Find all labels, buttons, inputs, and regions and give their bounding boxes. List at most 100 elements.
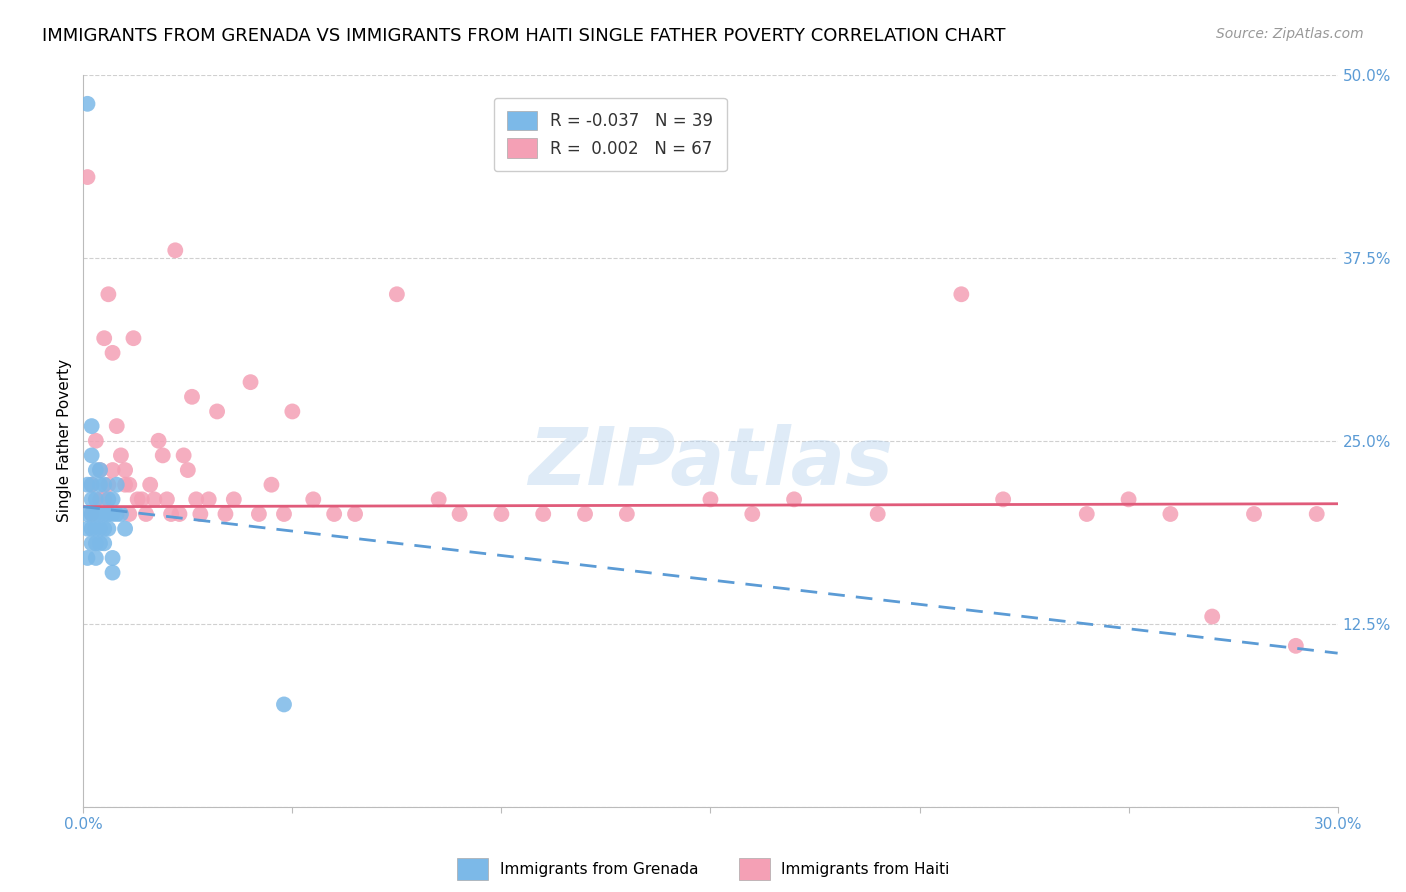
Point [84,434,107,448]
Point [89,477,111,491]
Point [114,463,136,477]
Point [190,507,212,521]
Point [1201,609,1223,624]
Point [186,492,208,507]
Point [122,331,145,345]
Text: Immigrants from Grenada: Immigrants from Grenada [499,862,697,877]
Point [89,492,111,507]
Point [101,507,124,521]
Point [110,449,132,463]
Point [101,550,124,565]
Point [1076,507,1098,521]
Point [222,492,245,507]
Point [114,522,136,536]
Point [127,492,149,507]
Text: Source: ZipAtlas.com: Source: ZipAtlas.com [1216,27,1364,41]
Point [616,507,638,521]
Point [273,507,295,521]
Point [323,507,346,521]
Point [84,492,107,507]
Point [76,507,98,521]
Point [80,522,103,536]
Point [105,507,128,521]
Point [80,536,103,550]
Point [531,507,554,521]
Point [302,492,325,507]
Point [114,477,136,491]
Point [1118,492,1140,507]
Point [699,492,721,507]
Legend: R = -0.037   N = 39, R =  0.002   N = 67: R = -0.037 N = 39, R = 0.002 N = 67 [494,97,727,171]
Point [118,507,141,521]
Point [97,507,120,521]
Point [76,170,98,185]
Point [80,477,103,491]
Point [89,522,111,536]
Point [101,463,124,477]
Point [89,536,111,550]
Point [491,507,513,521]
Point [93,507,115,521]
Point [97,492,120,507]
Text: Immigrants from Haiti: Immigrants from Haiti [780,862,949,877]
Point [1243,507,1265,521]
Point [1159,507,1181,521]
Point [93,536,115,550]
Point [214,507,236,521]
Point [156,492,179,507]
Point [1306,507,1329,521]
Point [97,287,120,301]
Point [281,404,304,418]
Point [80,507,103,521]
Point [783,492,806,507]
Point [165,244,187,258]
Point [84,536,107,550]
Point [574,507,596,521]
Point [93,492,115,507]
Point [97,477,120,491]
Point [84,550,107,565]
Text: IMMIGRANTS FROM GRENADA VS IMMIGRANTS FROM HAITI SINGLE FATHER POVERTY CORRELATI: IMMIGRANTS FROM GRENADA VS IMMIGRANTS FR… [42,27,1005,45]
Point [97,522,120,536]
Point [866,507,889,521]
Point [273,698,295,712]
Point [135,507,157,521]
Point [344,507,367,521]
Point [80,449,103,463]
Point [181,390,204,404]
Point [110,507,132,521]
Point [80,477,103,491]
Point [173,449,195,463]
Point [152,449,174,463]
Point [105,477,128,491]
Point [160,507,183,521]
Point [131,492,153,507]
Point [84,507,107,521]
Point [93,477,115,491]
Point [76,96,98,111]
Point [84,463,107,477]
Point [205,404,228,418]
Point [76,522,98,536]
Point [449,507,471,521]
Point [93,331,115,345]
Point [169,507,191,521]
Point [76,477,98,491]
Point [143,492,166,507]
Point [247,507,270,521]
Point [101,566,124,580]
Point [260,477,283,491]
Point [80,492,103,507]
Point [950,287,973,301]
Text: ZIPatlas: ZIPatlas [529,424,893,501]
Point [239,375,262,389]
Point [148,434,170,448]
Point [118,477,141,491]
Point [385,287,408,301]
Point [105,419,128,434]
Point [427,492,450,507]
Point [139,477,162,491]
Point [89,463,111,477]
Point [101,346,124,360]
Point [93,522,115,536]
